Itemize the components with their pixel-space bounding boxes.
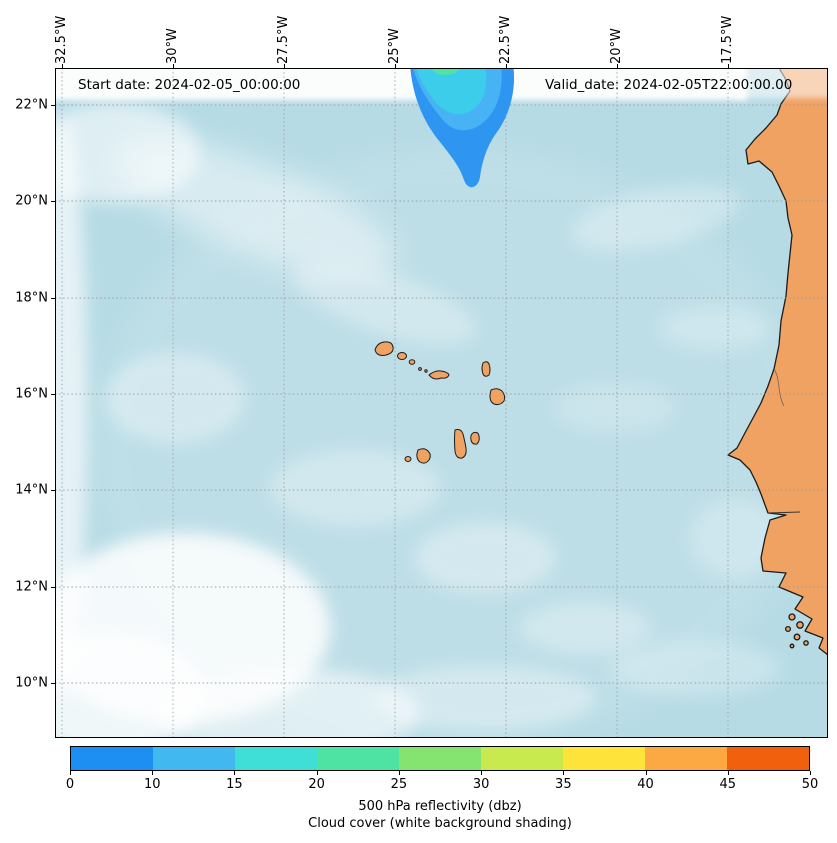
lat-tick-mark xyxy=(51,105,55,106)
colorbar-tick-label: 45 xyxy=(719,777,737,792)
start-date-label: Start date: 2024-02-05_00:00:00 xyxy=(78,77,301,93)
lon-tick-label: 22.5°W xyxy=(498,15,513,64)
lat-tick-label: 16°N xyxy=(15,386,48,402)
lon-tick-label: 17.5°W xyxy=(720,15,735,64)
lon-tick-mark xyxy=(617,64,618,68)
island xyxy=(397,352,407,360)
colorbar-tick-mark xyxy=(316,771,318,775)
lon-tick-mark xyxy=(173,64,174,68)
lon-tick-label: 32.5°W xyxy=(54,15,69,64)
lon-tick-mark xyxy=(395,64,396,68)
lat-tick-label: 12°N xyxy=(15,579,48,595)
island xyxy=(489,388,506,406)
reflectivity-peak xyxy=(430,68,461,75)
reflectivity-high xyxy=(416,68,487,115)
lon-tick-mark xyxy=(284,64,285,68)
lat-tick-label: 14°N xyxy=(15,482,48,498)
coastal-islet xyxy=(796,621,804,629)
colorbar-tick-label: 10 xyxy=(143,777,161,792)
lon-tick-mark xyxy=(728,64,729,68)
colorbar-tick-mark xyxy=(70,771,71,775)
colorbar-tick-label: 15 xyxy=(226,777,243,792)
island xyxy=(416,448,431,464)
island xyxy=(481,361,491,377)
lon-tick-mark xyxy=(506,64,507,68)
colorbar-tick-mark xyxy=(727,771,729,775)
lat-tick-label: 20°N xyxy=(15,193,48,209)
colorbar-tick-label: 20 xyxy=(308,777,325,792)
colorbar-tick-mark xyxy=(234,771,236,775)
colorbar-segment xyxy=(153,747,235,770)
coastal-islet xyxy=(793,633,801,641)
colorbar-tick-label: 0 xyxy=(65,777,75,792)
colorbar-segment xyxy=(235,747,317,770)
colorbar-tick-mark xyxy=(398,771,400,775)
lat-tick-label: 18°N xyxy=(15,290,48,306)
cape-verde-islands xyxy=(374,341,506,464)
lon-tick-label: 20°W xyxy=(609,28,624,64)
africa-landmass xyxy=(727,68,828,656)
colorbar-tick-label: 30 xyxy=(472,777,490,792)
colorbar-tick-label: 35 xyxy=(555,777,572,792)
lat-tick-mark xyxy=(51,490,55,491)
colorbar xyxy=(70,746,810,771)
cloud-shading xyxy=(55,103,815,738)
colorbar-bar xyxy=(71,747,809,770)
map-canvas xyxy=(55,68,828,738)
coastal-islet xyxy=(803,640,809,646)
colorbar-segment xyxy=(481,747,563,770)
lat-tick-label: 10°N xyxy=(15,675,48,691)
lat-tick-mark xyxy=(51,683,55,684)
colorbar-tick-mark xyxy=(152,771,154,775)
colorbar-tick-mark xyxy=(645,771,647,775)
lon-tick-label: 30°W xyxy=(165,28,180,64)
colorbar-tick-mark xyxy=(481,771,483,775)
lat-tick-mark xyxy=(51,298,55,299)
lat-tick-mark xyxy=(51,394,55,395)
colorbar-segment xyxy=(71,747,153,770)
island xyxy=(424,369,428,373)
africa-coastline xyxy=(727,68,828,656)
island xyxy=(418,367,422,371)
island xyxy=(428,370,450,380)
colorbar-tick-label: 40 xyxy=(637,777,654,792)
colorbar-segment xyxy=(645,747,727,770)
island xyxy=(374,341,394,356)
colorbar-tick-mark xyxy=(563,771,565,775)
island xyxy=(470,431,480,445)
lat-tick-mark xyxy=(51,201,55,202)
island xyxy=(408,359,416,365)
colorbar-segment xyxy=(563,747,645,770)
gridlines xyxy=(55,68,828,738)
coastal-islet xyxy=(789,643,795,649)
lon-tick-label: 25°W xyxy=(387,28,402,64)
island xyxy=(454,429,467,459)
colorbar-segment xyxy=(317,747,399,770)
colorbar-tick-mark xyxy=(810,771,811,775)
colorbar-segment xyxy=(399,747,481,770)
lat-tick-label: 22°N xyxy=(15,97,48,113)
island xyxy=(404,456,412,462)
lon-tick-mark xyxy=(62,64,63,68)
colorbar-title: 500 hPa reflectivity (dbz) xyxy=(358,799,522,814)
reflectivity-blob xyxy=(410,68,514,188)
coastal-islet xyxy=(784,625,792,633)
colorbar-subtitle: Cloud cover (white background shading) xyxy=(308,816,572,831)
colorbar-tick-label: 50 xyxy=(801,777,819,792)
coastal-islet xyxy=(788,613,796,621)
valid-date-label: Valid_date: 2024-02-05T22:00:00.00 xyxy=(545,77,793,93)
colorbar-tick-label: 25 xyxy=(390,777,408,792)
cloud-top-band xyxy=(55,68,828,100)
lon-tick-label: 27.5°W xyxy=(276,15,291,64)
colorbar-segment xyxy=(727,747,809,770)
rivers xyxy=(767,368,801,514)
lat-tick-mark xyxy=(51,587,55,588)
